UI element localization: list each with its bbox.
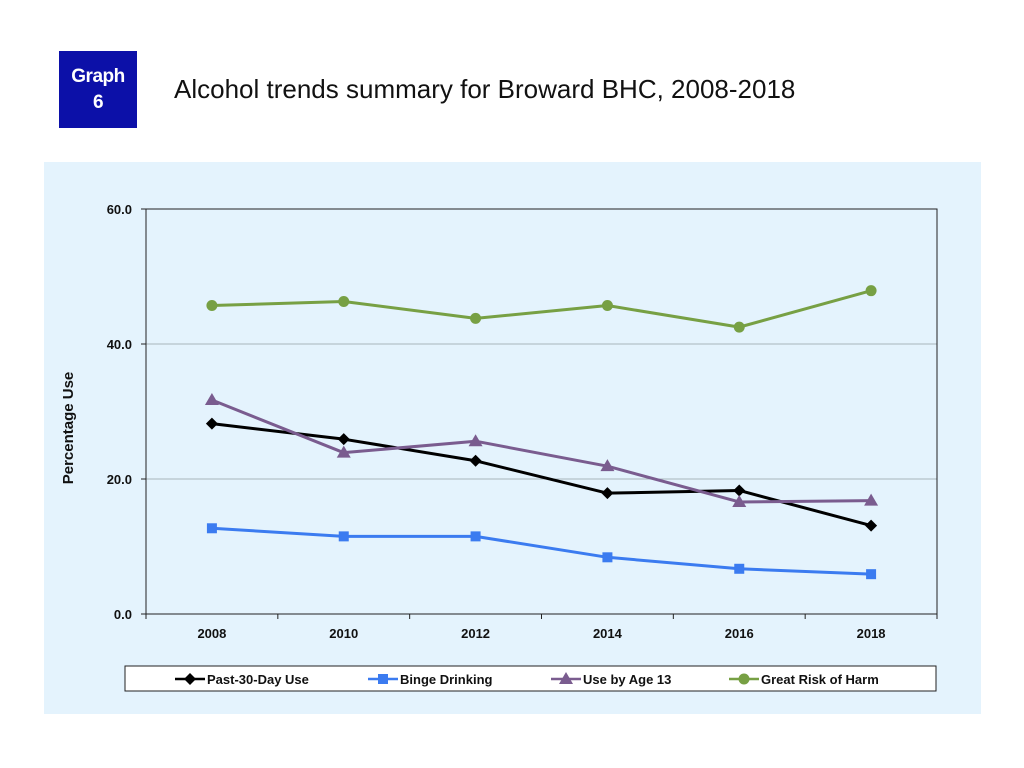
y-tick-label: 60.0	[107, 202, 132, 217]
legend-entry-great-risk-of-harm: Great Risk of Harm	[729, 672, 879, 687]
legend-marker	[378, 674, 388, 684]
series-line-use-by-age-13	[211, 398, 872, 504]
data-point-past-30-day-use	[337, 433, 350, 446]
x-tick-label: 2012	[461, 626, 490, 641]
data-point-use-by-age-13	[864, 493, 879, 506]
x-tick-label: 2016	[725, 626, 754, 641]
series-past-30-day-use	[205, 417, 878, 532]
y-tick-label: 0.0	[114, 607, 132, 622]
legend	[124, 665, 937, 692]
chart-panel	[44, 162, 981, 714]
legend-entry-past-30-day-use: Past-30-Day Use	[175, 672, 309, 687]
data-point-binge-drinking	[470, 531, 481, 542]
series-line-past-30-day-use	[211, 422, 872, 528]
data-point-great-risk-of-harm	[206, 300, 218, 312]
data-point-past-30-day-use	[865, 519, 878, 532]
badge-label: Graph	[71, 65, 125, 87]
data-point-binge-drinking	[866, 569, 877, 580]
legend-marker	[184, 673, 196, 685]
series-binge-drinking	[206, 523, 877, 580]
data-point-use-by-age-13	[468, 434, 483, 447]
plot-area-frame	[145, 208, 938, 615]
data-point-binge-drinking	[206, 523, 217, 534]
y-tick-label: 40.0	[107, 337, 132, 352]
data-point-great-risk-of-harm	[601, 300, 613, 312]
legend-label: Use by Age 13	[583, 672, 671, 687]
data-point-past-30-day-use	[205, 417, 218, 430]
data-point-great-risk-of-harm	[865, 285, 877, 297]
badge-number: 6	[92, 91, 104, 113]
x-tick-label: 2008	[197, 626, 226, 641]
data-point-use-by-age-13	[732, 494, 747, 507]
data-point-use-by-age-13	[336, 445, 351, 458]
y-axis-label: Percentage Use	[60, 372, 77, 485]
data-point-past-30-day-use	[601, 487, 614, 500]
legend-label: Great Risk of Harm	[761, 672, 879, 687]
series-use-by-age-13	[204, 393, 879, 507]
graph-badge: Graph 6	[59, 51, 137, 128]
page-title: Alcohol trends summary for Broward BHC, …	[174, 74, 796, 104]
data-point-binge-drinking	[734, 563, 745, 574]
data-point-binge-drinking	[602, 552, 613, 563]
data-point-use-by-age-13	[600, 459, 615, 472]
data-point-great-risk-of-harm	[470, 312, 482, 324]
legend-label: Binge Drinking	[400, 672, 493, 687]
legend-marker	[738, 673, 750, 685]
data-point-past-30-day-use	[733, 484, 746, 497]
data-point-use-by-age-13	[204, 393, 219, 406]
legend-entry-binge-drinking: Binge Drinking	[368, 672, 493, 687]
legend-marker	[559, 672, 573, 684]
legend-entry-use-by-age-13: Use by Age 13	[551, 672, 671, 687]
x-tick-label: 2018	[857, 626, 886, 641]
data-point-past-30-day-use	[469, 454, 482, 467]
series-great-risk-of-harm	[206, 285, 877, 333]
x-tick-label: 2014	[593, 626, 623, 641]
legend-label: Past-30-Day Use	[207, 672, 309, 687]
data-point-great-risk-of-harm	[733, 321, 745, 333]
data-point-binge-drinking	[338, 531, 349, 542]
series-line-great-risk-of-harm	[211, 289, 872, 329]
y-tick-label: 20.0	[107, 472, 132, 487]
x-tick-label: 2010	[329, 626, 358, 641]
data-point-great-risk-of-harm	[338, 295, 350, 307]
series-line-binge-drinking	[211, 526, 872, 576]
